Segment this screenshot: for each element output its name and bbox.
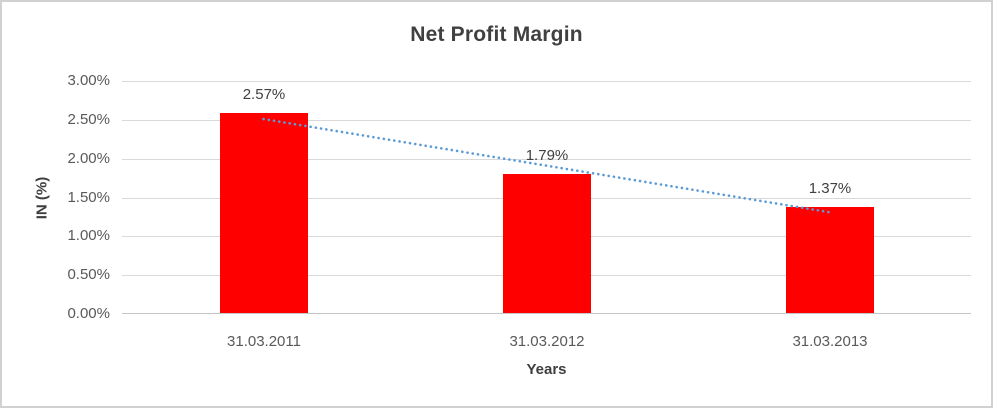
bar-value-label: 1.79% <box>525 147 569 164</box>
x-tick-label: 31.03.2013 <box>792 333 868 350</box>
y-tick-label: 2.00% <box>67 150 110 167</box>
chart-title: Net Profit Margin <box>410 23 583 46</box>
x-tick-label: 31.03.2012 <box>509 333 585 350</box>
y-tick-label: 3.00% <box>67 72 110 89</box>
bar-value-label: 1.37% <box>808 180 852 197</box>
y-tick-label: 2.50% <box>67 111 110 128</box>
y-tick-label: 0.50% <box>67 266 110 283</box>
y-tick-label: 0.00% <box>67 305 110 322</box>
bar <box>786 207 874 313</box>
bar <box>503 174 591 313</box>
x-axis-line <box>122 313 971 314</box>
y-tick-label: 1.50% <box>67 189 110 206</box>
x-axis-title: Years <box>526 361 567 378</box>
plot-area: 2.57% 1.79% 1.37% <box>122 81 971 314</box>
x-tick-label: 31.03.2011 <box>227 333 301 350</box>
bar <box>220 113 308 313</box>
y-tick-label: 1.00% <box>67 227 110 244</box>
bar-value-label: 2.57% <box>242 86 286 103</box>
gridline <box>122 81 971 82</box>
